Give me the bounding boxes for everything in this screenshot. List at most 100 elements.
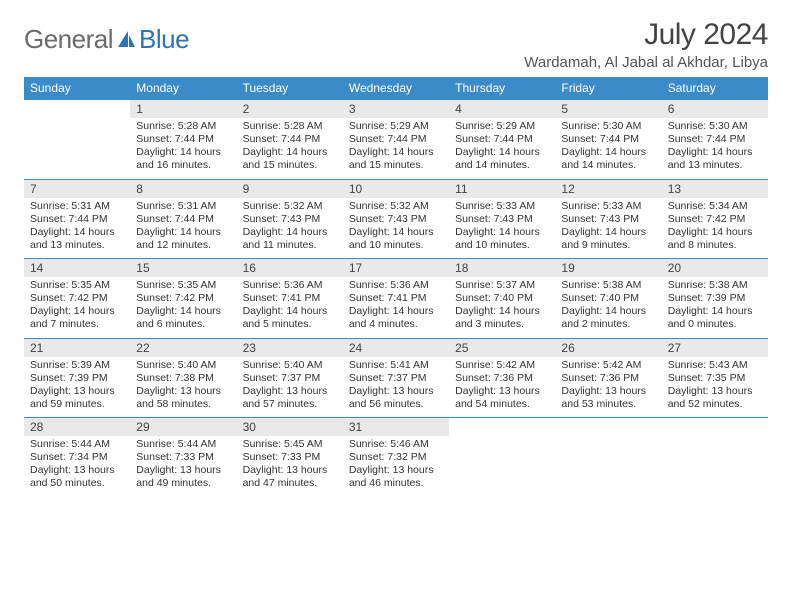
brand-logo: General Blue [24,18,189,55]
daynum-row: 78910111213 [24,179,768,198]
daylight-text-2: and 15 minutes. [243,159,337,172]
day-detail-cell: Sunrise: 5:37 AMSunset: 7:40 PMDaylight:… [449,277,555,338]
weekday-tuesday: Tuesday [237,77,343,100]
day-number-cell [662,418,768,437]
daylight-text-1: Daylight: 13 hours [349,464,443,477]
sunset-text: Sunset: 7:32 PM [349,451,443,464]
daylight-text-1: Daylight: 14 hours [243,226,337,239]
day-number-cell: 25 [449,338,555,357]
day-number-cell: 14 [24,259,130,278]
daylight-text-2: and 12 minutes. [136,239,230,252]
sunrise-text: Sunrise: 5:38 AM [668,279,762,292]
calendar-body: 123456Sunrise: 5:28 AMSunset: 7:44 PMDay… [24,100,768,497]
sunset-text: Sunset: 7:44 PM [243,133,337,146]
daylight-text-1: Daylight: 13 hours [668,385,762,398]
daylight-text-1: Daylight: 14 hours [30,305,124,318]
day-number-cell: 31 [343,418,449,437]
daylight-text-2: and 13 minutes. [668,159,762,172]
day-number-cell: 5 [555,100,661,119]
weekday-saturday: Saturday [662,77,768,100]
daylight-text-2: and 4 minutes. [349,318,443,331]
day-number-cell: 12 [555,179,661,198]
daylight-text-1: Daylight: 14 hours [561,305,655,318]
day-number-cell: 6 [662,100,768,119]
daylight-text-1: Daylight: 14 hours [349,305,443,318]
day-number-cell: 26 [555,338,661,357]
page-title: July 2024 [524,18,768,52]
sunrise-text: Sunrise: 5:42 AM [561,359,655,372]
day-number-cell: 4 [449,100,555,119]
sunset-text: Sunset: 7:43 PM [349,213,443,226]
day-number-cell: 7 [24,179,130,198]
sunrise-text: Sunrise: 5:30 AM [561,120,655,133]
daylight-text-1: Daylight: 14 hours [136,226,230,239]
sunset-text: Sunset: 7:44 PM [455,133,549,146]
day-detail-cell: Sunrise: 5:33 AMSunset: 7:43 PMDaylight:… [449,198,555,259]
location-text: Wardamah, Al Jabal al Akhdar, Libya [524,54,768,71]
sunrise-text: Sunrise: 5:35 AM [30,279,124,292]
sunset-text: Sunset: 7:44 PM [136,133,230,146]
day-number-cell: 2 [237,100,343,119]
day-number-cell: 10 [343,179,449,198]
sunset-text: Sunset: 7:39 PM [30,372,124,385]
daynum-row: 21222324252627 [24,338,768,357]
daylight-text-2: and 5 minutes. [243,318,337,331]
sunset-text: Sunset: 7:39 PM [668,292,762,305]
day-number-cell: 16 [237,259,343,278]
sunrise-text: Sunrise: 5:28 AM [136,120,230,133]
day-detail-cell: Sunrise: 5:44 AMSunset: 7:33 PMDaylight:… [130,436,236,497]
sunset-text: Sunset: 7:40 PM [561,292,655,305]
sunset-text: Sunset: 7:43 PM [243,213,337,226]
sunrise-text: Sunrise: 5:32 AM [243,200,337,213]
sunset-text: Sunset: 7:43 PM [561,213,655,226]
daylight-text-2: and 10 minutes. [455,239,549,252]
sunrise-text: Sunrise: 5:40 AM [243,359,337,372]
day-number-cell: 9 [237,179,343,198]
sunrise-text: Sunrise: 5:42 AM [455,359,549,372]
day-detail-cell: Sunrise: 5:41 AMSunset: 7:37 PMDaylight:… [343,357,449,418]
day-number-cell: 24 [343,338,449,357]
daylight-text-2: and 59 minutes. [30,398,124,411]
daylight-text-1: Daylight: 14 hours [30,226,124,239]
daylight-text-2: and 9 minutes. [561,239,655,252]
daylight-text-1: Daylight: 14 hours [455,305,549,318]
sunset-text: Sunset: 7:36 PM [561,372,655,385]
daylight-text-2: and 56 minutes. [349,398,443,411]
sunset-text: Sunset: 7:44 PM [668,133,762,146]
daylight-text-2: and 52 minutes. [668,398,762,411]
daylight-text-2: and 15 minutes. [349,159,443,172]
day-detail-cell [555,436,661,497]
day-detail-cell: Sunrise: 5:29 AMSunset: 7:44 PMDaylight:… [343,118,449,179]
sunset-text: Sunset: 7:37 PM [243,372,337,385]
day-detail-cell: Sunrise: 5:33 AMSunset: 7:43 PMDaylight:… [555,198,661,259]
day-number-cell: 18 [449,259,555,278]
sunrise-text: Sunrise: 5:29 AM [455,120,549,133]
day-detail-cell: Sunrise: 5:40 AMSunset: 7:38 PMDaylight:… [130,357,236,418]
daylight-text-1: Daylight: 14 hours [668,146,762,159]
day-detail-cell: Sunrise: 5:36 AMSunset: 7:41 PMDaylight:… [343,277,449,338]
calendar-table: SundayMondayTuesdayWednesdayThursdayFrid… [24,77,768,497]
header: General Blue July 2024 Wardamah, Al Jaba… [24,18,768,71]
sunrise-text: Sunrise: 5:33 AM [561,200,655,213]
day-detail-cell: Sunrise: 5:29 AMSunset: 7:44 PMDaylight:… [449,118,555,179]
daylight-text-1: Daylight: 14 hours [136,305,230,318]
sunrise-text: Sunrise: 5:46 AM [349,438,443,451]
weekday-monday: Monday [130,77,236,100]
daylight-text-2: and 58 minutes. [136,398,230,411]
sunrise-text: Sunrise: 5:45 AM [243,438,337,451]
daylight-text-2: and 7 minutes. [30,318,124,331]
sunrise-text: Sunrise: 5:40 AM [136,359,230,372]
daylight-text-1: Daylight: 14 hours [455,146,549,159]
day-detail-cell: Sunrise: 5:42 AMSunset: 7:36 PMDaylight:… [449,357,555,418]
daylight-text-2: and 13 minutes. [30,239,124,252]
day-detail-cell: Sunrise: 5:32 AMSunset: 7:43 PMDaylight:… [343,198,449,259]
daylight-text-1: Daylight: 13 hours [243,464,337,477]
daylight-text-2: and 11 minutes. [243,239,337,252]
day-detail-cell: Sunrise: 5:31 AMSunset: 7:44 PMDaylight:… [130,198,236,259]
day-number-cell: 21 [24,338,130,357]
sunrise-text: Sunrise: 5:44 AM [30,438,124,451]
day-number-cell [449,418,555,437]
daynum-row: 28293031 [24,418,768,437]
daylight-text-2: and 47 minutes. [243,477,337,490]
day-detail-cell: Sunrise: 5:38 AMSunset: 7:40 PMDaylight:… [555,277,661,338]
